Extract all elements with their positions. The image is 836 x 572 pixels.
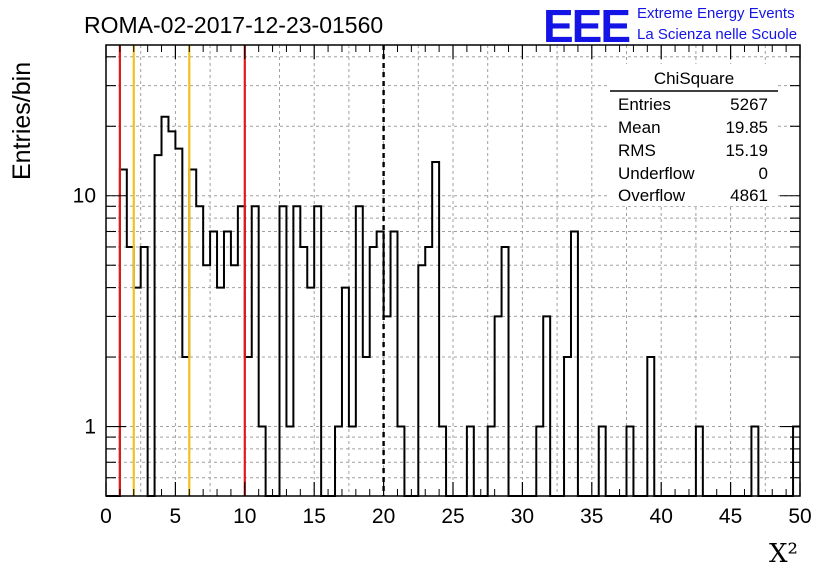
eee-logo: EEE Extreme Energy Events La Scienza nel… [543,0,797,52]
stats-value-rms: 15.19 [725,141,768,160]
histogram-bin [231,265,238,496]
histogram-bin [168,131,175,496]
y-tick-label: 10 [73,185,96,208]
stats-value-mean: 19.85 [725,118,768,137]
axis-ticks: 0 5 10 15 20 25 30 35 40 45 50 1 10 [73,45,812,528]
x-tick-label: 45 [719,505,742,528]
histogram-bin [391,231,398,496]
y-tick-label: 1 [84,416,96,439]
stats-box-bg [610,64,778,206]
histogram-bin [342,288,349,496]
stats-label-overflow: Overflow [618,186,686,205]
logo-mark: EEE [543,0,629,52]
histogram-bin [293,206,300,496]
histogram-bin [314,206,321,496]
histogram-bin [502,247,509,496]
histogram-bin [543,316,550,496]
histogram-bin [370,247,377,496]
histogram-bin [217,288,224,496]
stats-label-rms: RMS [618,141,656,160]
threshold-lines [118,45,385,496]
stats-title: ChiSquare [654,69,734,88]
histogram-bin [141,247,148,496]
histogram-bin [300,247,307,496]
x-tick-label: 40 [650,505,673,528]
x-tick-label: 25 [441,505,464,528]
x-tick-label: 15 [303,505,326,528]
histogram-bin [252,206,259,496]
x-tick-label: 35 [580,505,603,528]
histogram-bin [224,231,231,496]
histogram-bin [162,117,169,496]
y-axis-label: Entries/bin [8,62,36,180]
stats-label-underflow: Underflow [618,164,695,183]
stats-value-underflow: 0 [759,164,768,183]
x-tick-label: 50 [788,505,811,528]
x-tick-label: 0 [100,505,112,528]
histogram-bin [203,265,210,496]
stats-label-mean: Mean [618,118,661,137]
x-tick-label: 5 [170,505,182,528]
stats-value-overflow: 4861 [730,186,768,205]
logo-line-2: La Scienza nelle Scuole [637,26,797,43]
stats-label-entries: Entries [618,95,671,114]
histogram-bin [210,231,217,496]
histogram-bin [196,206,203,496]
x-axis-label: X² [769,539,798,569]
histogram-bin [571,231,578,496]
histogram-bin [175,149,182,496]
x-tick-label: 10 [233,505,256,528]
stats-box: ChiSquare Entries 5267 Mean 19.85 RMS 15… [610,64,778,206]
plot-frame [105,44,801,497]
histogram-bin [495,316,502,496]
histogram-bin [425,247,432,496]
histogram-bin [307,288,314,496]
logo-line-1: Extreme Energy Events [637,5,795,22]
histogram-bin [356,206,363,496]
histogram-bin [280,206,287,496]
histogram-bin [418,265,425,496]
x-tick-label: 30 [511,505,534,528]
stats-value-entries: 5267 [730,95,768,114]
x-tick-label: 20 [372,505,395,528]
chart-title: ROMA-02-2017-12-23-01560 [84,12,383,38]
histogram-bin [432,162,439,496]
